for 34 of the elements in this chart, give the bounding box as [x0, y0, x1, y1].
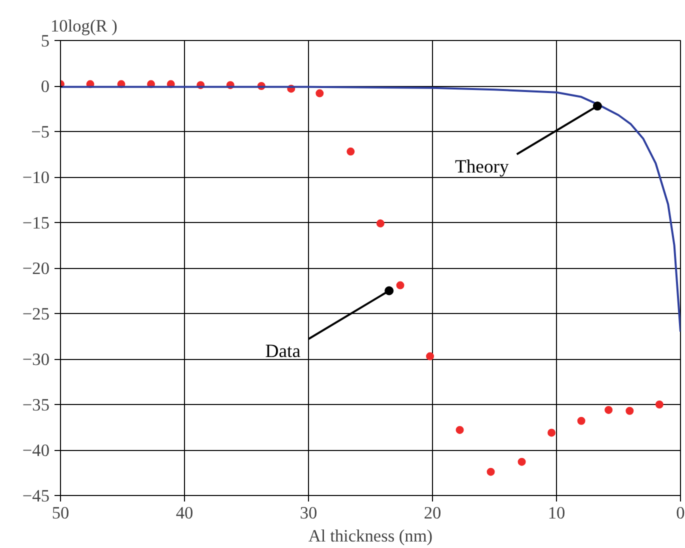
point: [426, 352, 434, 360]
y-tick-label: −25: [22, 304, 50, 324]
x-tick-label: 40: [176, 504, 194, 522]
y-tick-label: −45: [22, 486, 50, 506]
y-tick-label: 0: [40, 77, 50, 96]
x-tick-label: 30: [300, 504, 318, 522]
y-tick-label: 5: [40, 32, 50, 50]
x-tick-label: 10: [548, 504, 566, 522]
point: [518, 458, 526, 466]
annotation: Data: [265, 340, 302, 362]
point: [604, 406, 613, 414]
y-axis-title: 10log(R ): [50, 16, 118, 36]
y-tick-label: −40: [22, 441, 50, 460]
x-tick-label: 0: [676, 504, 685, 522]
point: [655, 400, 664, 408]
annotation: Theory: [454, 156, 510, 178]
y-tick-label: −10: [22, 168, 50, 187]
point: [456, 426, 464, 434]
point: [626, 406, 634, 415]
point: [346, 148, 355, 156]
point: [396, 281, 404, 290]
y-tick-label: −20: [22, 259, 50, 278]
point: [548, 428, 556, 437]
point: [577, 416, 586, 425]
x-tick-label: 20: [424, 504, 442, 522]
point: [486, 468, 495, 476]
x-axis-title: Al thickness (nm): [308, 526, 433, 546]
y-tick-label: −35: [22, 396, 50, 414]
y-tick-label: −15: [22, 214, 50, 232]
y-tick-label: −5: [31, 122, 50, 142]
point: [376, 219, 384, 228]
x-tick-label: 50: [52, 504, 70, 522]
y-tick-label: −30: [22, 350, 50, 369]
point: [316, 89, 324, 98]
